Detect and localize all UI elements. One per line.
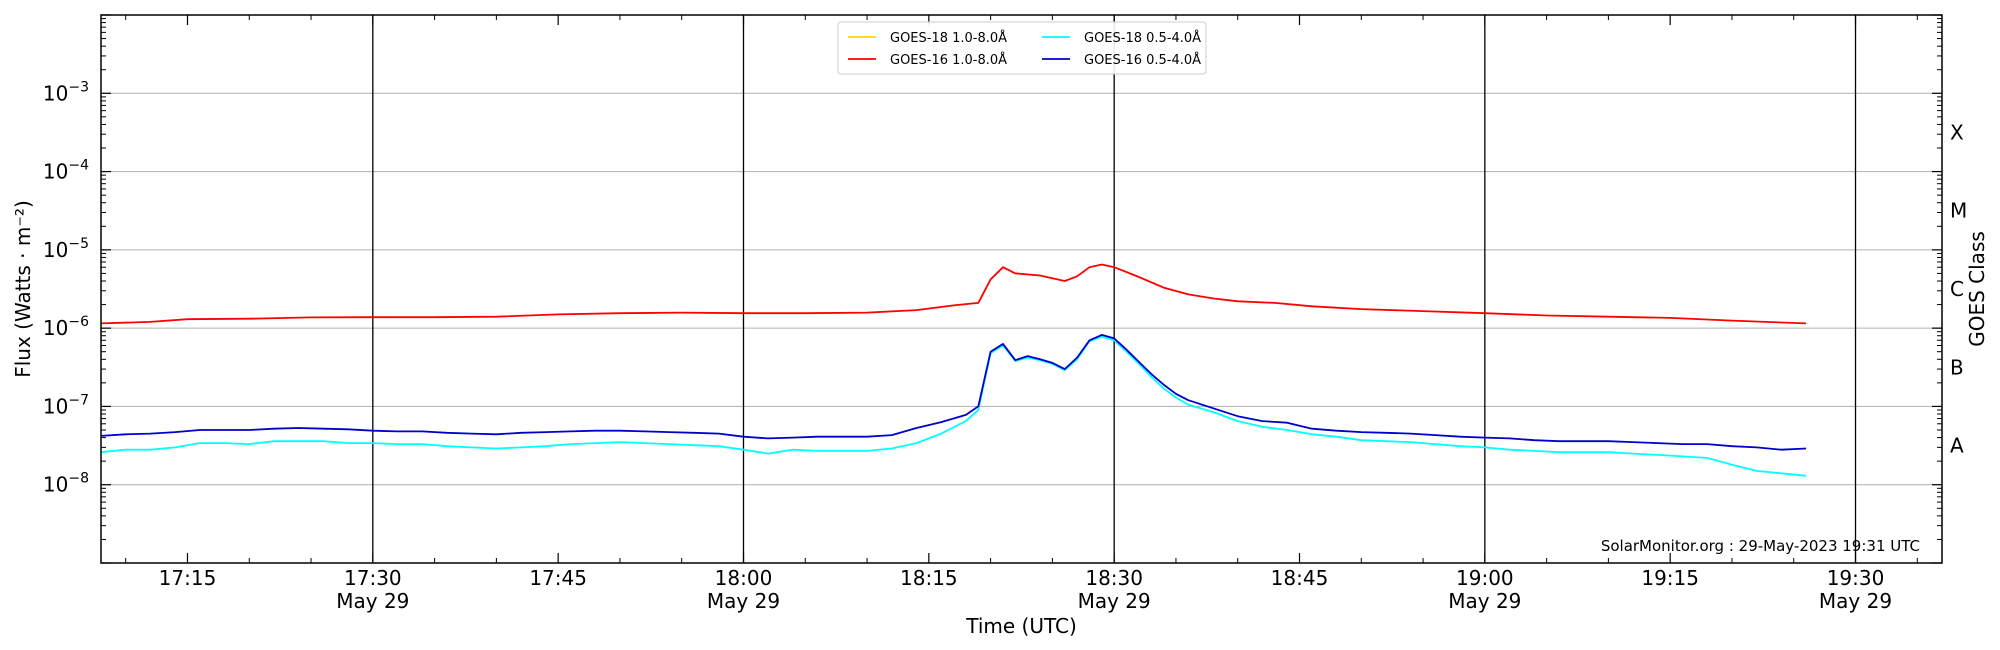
vertical-time-lines	[372, 15, 1857, 563]
x-axis-title: Time (UTC)	[965, 614, 1077, 638]
series-layer	[100, 263, 1807, 477]
plot-frame	[100, 14, 1943, 564]
x-tick-date: May 29	[1448, 589, 1521, 613]
x-tick-label: 18:30	[1085, 566, 1143, 590]
series-line-3	[100, 334, 1807, 451]
y-tick-base: 10	[43, 394, 68, 418]
x-tick-label: 18:45	[1271, 566, 1329, 590]
y-tick-base: 10	[43, 81, 68, 105]
legend-label: GOES-18 1.0-8.0Å	[890, 30, 1007, 46]
y-tick-label: 10−4	[43, 158, 89, 184]
credit-annotation: SolarMonitor.org : 29-May-2023 19:31 UTC	[1601, 537, 1920, 555]
x-tick-date: May 29	[707, 589, 780, 613]
x-tick-label: 19:00	[1456, 566, 1514, 590]
y-tick-base: 10	[43, 473, 68, 497]
y-tick-exponent: −5	[68, 236, 89, 252]
x-tick-label: 18:15	[900, 566, 958, 590]
y-tick-exponent: −4	[68, 158, 89, 174]
x-tick-label: 19:30	[1827, 566, 1885, 590]
x-tick-label: 18:00	[715, 566, 773, 590]
y-tick-label: 10−5	[43, 236, 89, 262]
y-tick-base: 10	[43, 238, 68, 262]
x-tick-date: May 29	[336, 589, 409, 613]
y-tick-exponent: −8	[68, 471, 89, 487]
series-line-2	[100, 263, 1807, 325]
x-tick-date: May 29	[1819, 589, 1892, 613]
goes-class-label: M	[1950, 199, 1967, 223]
x-tick-label: 17:45	[529, 566, 587, 590]
y-tick-label: 10−8	[43, 471, 89, 497]
y-tick-label: 10−7	[43, 392, 89, 418]
y-tick-exponent: −6	[68, 314, 89, 330]
y-tick-exponent: −7	[68, 392, 89, 408]
goes-class-axis-title: GOES Class	[1965, 231, 1989, 347]
x-tick-label: 17:15	[159, 566, 217, 590]
x-tick-date: May 29	[1078, 589, 1151, 613]
goes-class-label: A	[1950, 434, 1964, 458]
legend-label: GOES-16 0.5-4.0Å	[1084, 52, 1201, 68]
legend-label: GOES-18 0.5-4.0Å	[1084, 30, 1201, 46]
goes-class-labels: A B C M X	[1950, 120, 1967, 457]
y-tick-label: 10−6	[43, 314, 89, 340]
x-tick-label: 19:15	[1641, 566, 1699, 590]
y-tick-exponent: −3	[68, 79, 89, 95]
legend-box	[837, 21, 1207, 75]
goes-class-label: B	[1950, 355, 1964, 379]
legend: GOES-18 1.0-8.0Å GOES-16 1.0-8.0Å GOES-18 …	[837, 21, 1207, 75]
y-axis-ticks: 10−810−710−610−510−410−3	[43, 14, 1942, 564]
goes-class-label: C	[1950, 277, 1964, 301]
legend-label: GOES-16 1.0-8.0Å	[890, 52, 1007, 68]
grid-layer	[101, 92, 1942, 486]
y-tick-base: 10	[43, 316, 68, 340]
goes-class-label: X	[1950, 120, 1964, 144]
y-axis-title: Flux (Watts · m⁻²)	[11, 200, 35, 378]
y-tick-base: 10	[43, 160, 68, 184]
x-tick-label: 17:30	[344, 566, 402, 590]
y-tick-label: 10−3	[43, 79, 89, 105]
